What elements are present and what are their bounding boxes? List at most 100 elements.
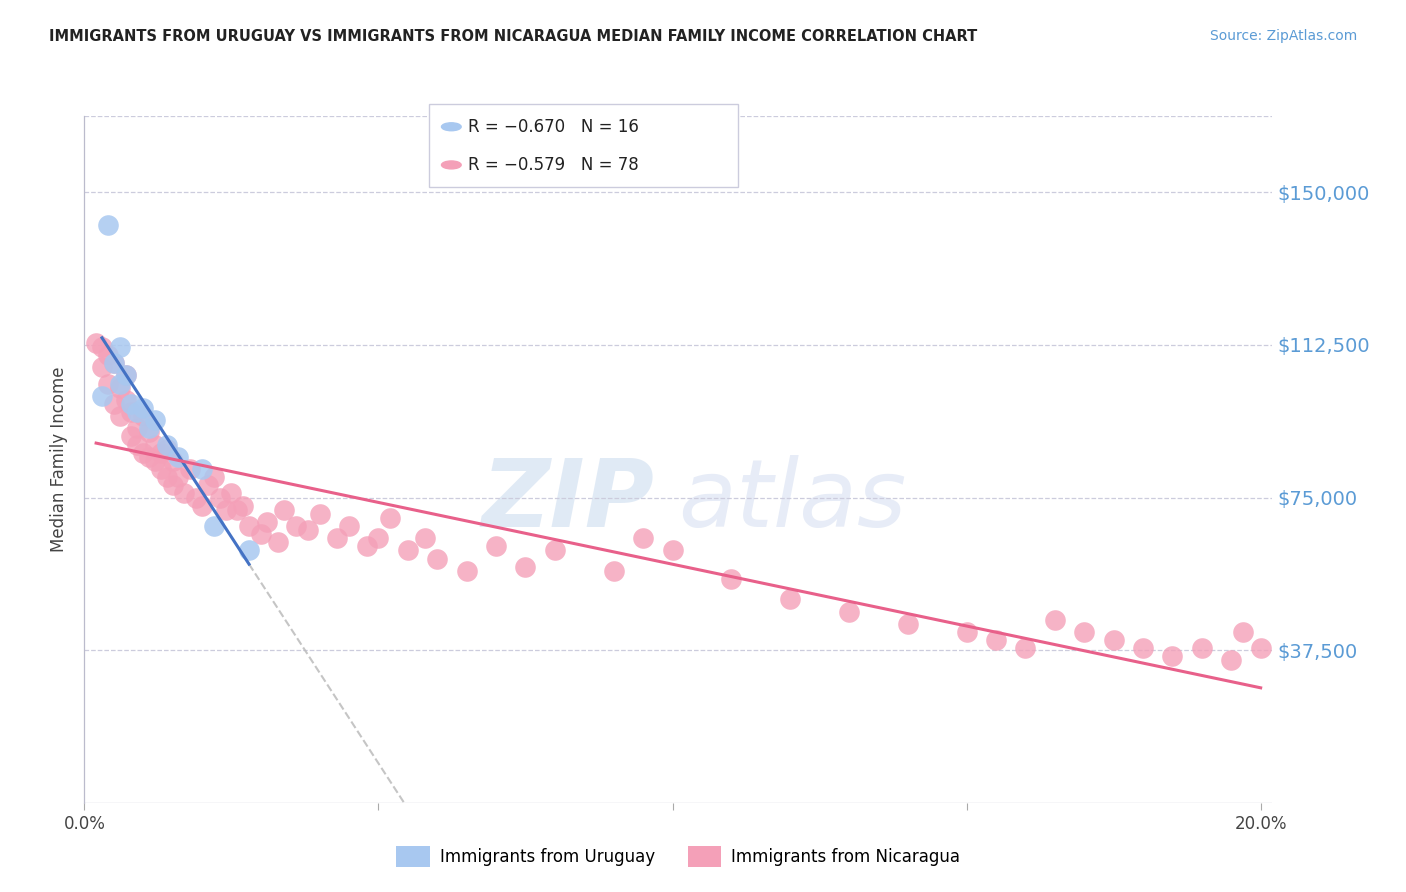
Point	[984, 632, 1007, 647]
Text: Source: ZipAtlas.com: Source: ZipAtlas.com	[1209, 29, 1357, 43]
Point	[162, 454, 184, 468]
Point	[661, 543, 683, 558]
Point	[114, 368, 136, 383]
Point	[202, 519, 225, 533]
Point	[120, 397, 142, 411]
Point	[426, 551, 449, 566]
Point	[1043, 613, 1066, 627]
Point	[238, 543, 260, 558]
Point	[143, 437, 166, 451]
Point	[91, 389, 114, 403]
Point	[173, 486, 195, 500]
Point	[838, 605, 860, 619]
Point	[156, 470, 179, 484]
Point	[602, 564, 624, 578]
Point	[149, 446, 172, 460]
Point	[108, 381, 131, 395]
Point	[138, 425, 160, 440]
Point	[214, 502, 236, 516]
Point	[367, 531, 389, 545]
Point	[108, 409, 131, 424]
Point	[380, 511, 402, 525]
Point	[720, 572, 742, 586]
Point	[1232, 624, 1254, 639]
Text: R = −0.579   N = 78: R = −0.579 N = 78	[468, 156, 638, 174]
Point	[779, 592, 801, 607]
Point	[97, 348, 120, 362]
Point	[515, 559, 537, 574]
Legend: Immigrants from Uruguay, Immigrants from Nicaragua: Immigrants from Uruguay, Immigrants from…	[389, 839, 967, 873]
Point	[108, 340, 131, 354]
Point	[156, 442, 179, 456]
Point	[1014, 641, 1036, 656]
Point	[97, 376, 120, 391]
Point	[132, 401, 155, 415]
Point	[91, 340, 114, 354]
Point	[127, 405, 149, 419]
Point	[238, 519, 260, 533]
Point	[138, 421, 160, 435]
Text: R = −0.670   N = 16: R = −0.670 N = 16	[468, 118, 640, 136]
Point	[396, 543, 419, 558]
Point	[208, 491, 231, 505]
Point	[149, 462, 172, 476]
Point	[103, 356, 125, 370]
Point	[91, 360, 114, 375]
Point	[1191, 641, 1213, 656]
Point	[167, 450, 190, 464]
Point	[631, 531, 654, 545]
Point	[256, 515, 278, 529]
Point	[249, 527, 271, 541]
Point	[132, 409, 155, 424]
Point	[132, 446, 155, 460]
Point	[221, 486, 243, 500]
Point	[167, 470, 190, 484]
Point	[1161, 649, 1184, 664]
Point	[127, 421, 149, 435]
Point	[232, 499, 254, 513]
Point	[184, 491, 207, 505]
Point	[143, 413, 166, 427]
Point	[485, 540, 508, 554]
Point	[356, 540, 378, 554]
Point	[308, 507, 330, 521]
Point	[114, 368, 136, 383]
Point	[114, 392, 136, 407]
Point	[197, 478, 219, 492]
Point	[955, 624, 977, 639]
Point	[143, 454, 166, 468]
Point	[191, 499, 214, 513]
Text: atlas: atlas	[679, 455, 907, 546]
Point	[337, 519, 360, 533]
Point	[267, 535, 290, 549]
Point	[1102, 632, 1125, 647]
Point	[1250, 641, 1272, 656]
Point	[108, 376, 131, 391]
Point	[120, 429, 142, 443]
Point	[297, 523, 319, 537]
Point	[1073, 624, 1095, 639]
Point	[84, 335, 107, 350]
Point	[1220, 653, 1243, 667]
Point	[179, 462, 201, 476]
Point	[120, 405, 142, 419]
Point	[415, 531, 437, 545]
Point	[897, 616, 920, 631]
Point	[226, 502, 249, 516]
Y-axis label: Median Family Income: Median Family Income	[49, 367, 67, 552]
Point	[138, 450, 160, 464]
Point	[97, 218, 120, 232]
Point	[103, 356, 125, 370]
Point	[127, 437, 149, 451]
Text: IMMIGRANTS FROM URUGUAY VS IMMIGRANTS FROM NICARAGUA MEDIAN FAMILY INCOME CORREL: IMMIGRANTS FROM URUGUAY VS IMMIGRANTS FR…	[49, 29, 977, 44]
Point	[544, 543, 567, 558]
Point	[191, 462, 214, 476]
Point	[273, 502, 295, 516]
Point	[156, 437, 179, 451]
Point	[202, 470, 225, 484]
Point	[162, 478, 184, 492]
Point	[1132, 641, 1154, 656]
Point	[456, 564, 478, 578]
Point	[326, 531, 349, 545]
Text: ZIP: ZIP	[482, 455, 655, 547]
